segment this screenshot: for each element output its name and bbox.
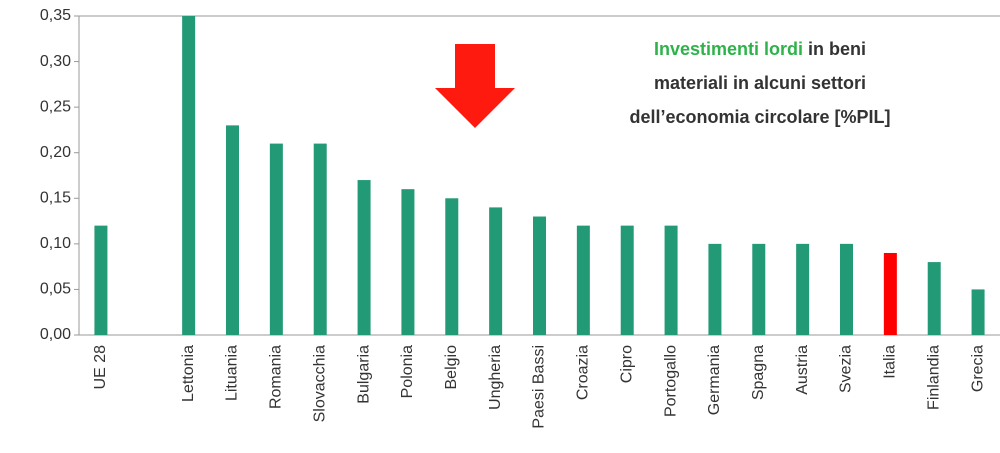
x-tick-label: Croazia bbox=[575, 345, 592, 400]
bar bbox=[226, 125, 239, 335]
bar bbox=[269, 143, 283, 335]
y-tick-label: 0,30 bbox=[40, 53, 71, 70]
bar bbox=[533, 216, 546, 335]
x-tick-label: Portogallo bbox=[662, 345, 679, 417]
bar bbox=[182, 16, 196, 335]
bar bbox=[489, 207, 503, 335]
x-tick-label: Svezia bbox=[838, 345, 855, 393]
x-tick-label: UE 28 bbox=[92, 345, 109, 390]
y-tick-label: 0,15 bbox=[40, 190, 71, 207]
x-tick-label: Cipro bbox=[618, 345, 635, 383]
x-tick-label: Polonia bbox=[399, 345, 416, 398]
x-tick-label: Romania bbox=[268, 345, 285, 409]
x-tick-label: Paesi Bassi bbox=[531, 345, 548, 429]
y-tick-label: 0,25 bbox=[40, 98, 71, 115]
bar bbox=[664, 225, 678, 335]
x-tick-label: Lettonia bbox=[180, 345, 197, 402]
title-highlight: Investimenti lordi bbox=[654, 39, 803, 59]
bar bbox=[840, 243, 853, 335]
x-tick-label: Slovacchia bbox=[311, 345, 328, 422]
bar bbox=[883, 252, 897, 335]
bar bbox=[708, 243, 722, 335]
x-tick-label: Finlandia bbox=[925, 345, 942, 410]
title-line: in beni bbox=[808, 39, 866, 59]
x-tick-label: Belgio bbox=[443, 345, 460, 390]
x-tick-label: Bulgaria bbox=[355, 345, 372, 404]
title-line: dell’economia circolare [%PIL] bbox=[629, 107, 890, 127]
chart-title: Investimenti lordi in beni bbox=[654, 39, 866, 59]
bar bbox=[357, 180, 371, 335]
x-tick-label: Spagna bbox=[750, 345, 767, 400]
x-tick-label: Grecia bbox=[969, 345, 986, 392]
bar bbox=[576, 225, 590, 335]
x-tick-label: Germania bbox=[706, 345, 723, 415]
x-tick-label: Lituania bbox=[224, 345, 241, 401]
title-line: materiali in alcuni settori bbox=[654, 73, 866, 93]
y-tick-label: 0,00 bbox=[40, 326, 71, 343]
x-tick-label: Austria bbox=[794, 345, 811, 395]
bar bbox=[620, 225, 634, 335]
bar bbox=[752, 243, 766, 335]
bar bbox=[445, 198, 459, 335]
x-tick-label: Italia bbox=[882, 345, 899, 379]
bar bbox=[313, 143, 327, 335]
bar bbox=[401, 189, 415, 335]
y-tick-label: 0,20 bbox=[40, 144, 71, 161]
arrow bbox=[435, 44, 515, 128]
y-tick-label: 0,35 bbox=[40, 7, 71, 24]
x-tick-label: Ungheria bbox=[487, 345, 504, 410]
y-tick-label: 0,10 bbox=[40, 235, 71, 252]
bar bbox=[94, 225, 108, 335]
bar bbox=[796, 243, 810, 335]
bar bbox=[927, 262, 941, 335]
y-tick-label: 0,05 bbox=[40, 281, 71, 298]
bar bbox=[971, 289, 985, 335]
